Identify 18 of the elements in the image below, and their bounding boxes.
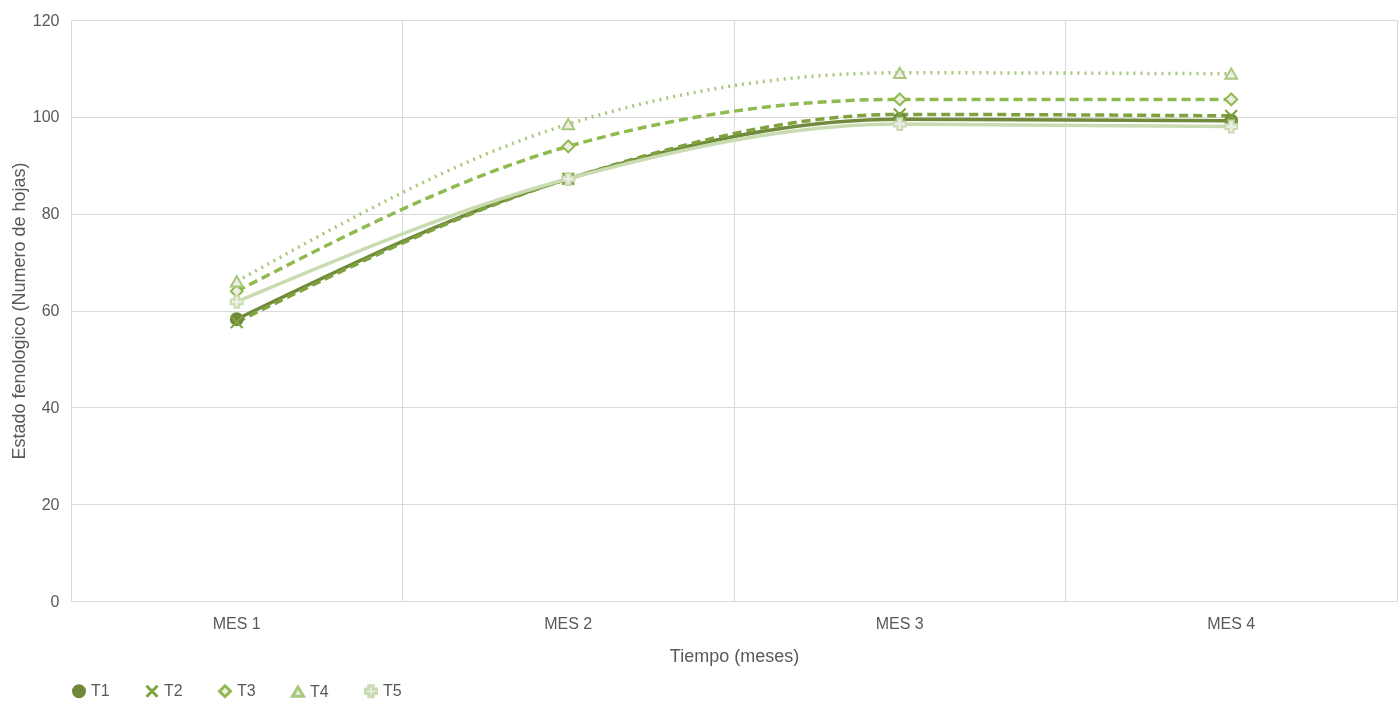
- y-tick-label: 60: [41, 302, 60, 319]
- y-tick-label: 80: [41, 205, 60, 223]
- y-tick-label: 120: [32, 11, 60, 29]
- y-tick-label: 40: [41, 398, 60, 416]
- legend-label: T2: [164, 682, 183, 700]
- x-tick-label: MES 3: [875, 614, 924, 632]
- x-tick-label: MES 2: [544, 614, 593, 632]
- x-axis-title: Tiempo (meses): [669, 645, 800, 666]
- legend-label: T4: [310, 682, 329, 700]
- legend-label: T5: [383, 682, 402, 700]
- x-tick-label: MES 1: [212, 614, 261, 632]
- y-tick-label: 100: [32, 108, 60, 126]
- legend-label: T1: [91, 682, 110, 700]
- x-tick-label: MES 4: [1207, 614, 1256, 632]
- y-tick-label: 0: [50, 592, 60, 610]
- y-axis-title: Estado fenologico (Numero de hojas): [8, 162, 29, 460]
- legend-label: T3: [237, 682, 256, 700]
- y-tick-label: 20: [41, 495, 60, 513]
